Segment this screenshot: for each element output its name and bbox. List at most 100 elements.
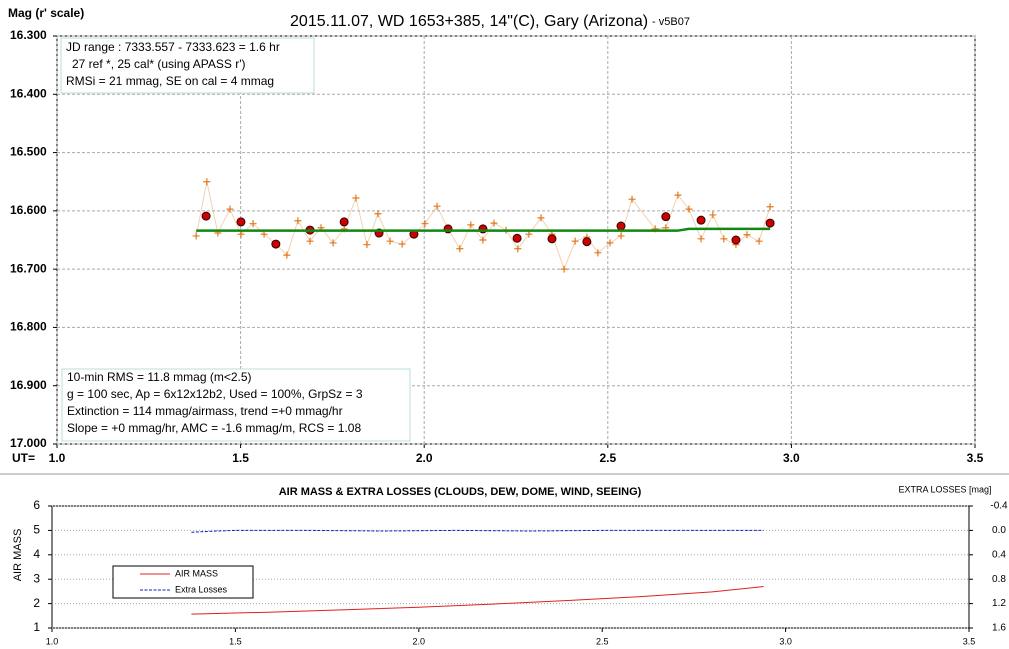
y2-tick-label: 1.2 [992,598,1006,609]
series-line [195,181,771,271]
x-tick-label: 1.0 [46,636,59,646]
plus-marker [203,178,211,186]
y-tick-label: 6 [33,498,40,512]
dot-marker [661,212,671,222]
x-tick-label: 3.5 [963,636,976,646]
plus-marker [283,251,291,259]
y-tick-label: 17.000 [10,436,47,450]
plus-marker [421,220,429,228]
title-main: 2015.11.07, WD 1653+385, 14"(C), Gary (A… [290,13,648,30]
y-tick-label: 16.900 [10,378,47,392]
plus-marker [674,191,682,199]
plus-marker [571,237,579,245]
plus-marker [594,249,602,257]
plus-marker [398,240,406,248]
dot-marker [512,233,522,243]
plus-marker [617,232,625,240]
plus-marker [755,237,763,245]
plus-marker [766,203,774,211]
plus-marker [433,202,441,210]
title-version: - v5B07 [652,16,690,28]
y-tick-label: 16.800 [10,320,47,334]
info-text: RMSi = 21 mmag, SE on cal = 4 mmag [66,74,274,88]
x-tick-label: 2.0 [413,636,426,646]
dot-marker [616,221,626,231]
info-text: 27 ref *, 25 cal* (using APASS r') [72,57,245,71]
plus-marker [467,221,475,229]
chart-title: AIR MASS & EXTRA LOSSES (CLOUDS, DEW, DO… [279,486,642,498]
x-tick-label: 2.5 [596,636,609,646]
x-tick-label: 1.0 [49,451,66,465]
y-tick-label: 2 [33,596,40,610]
plus-marker [456,245,464,253]
plus-marker [628,195,636,203]
y-tick-label: 16.300 [10,28,47,42]
dot-marker [582,237,592,247]
info-text: 10-min RMS = 11.8 mmag (m<2.5) [67,370,252,384]
y-tick-label: 4 [33,547,40,561]
plus-marker [537,214,545,222]
y2-tick-label: 0.0 [992,525,1006,536]
dot-marker [765,218,775,228]
plus-marker [352,194,360,202]
plus-marker [306,237,314,245]
y-tick-label: 16.600 [10,203,47,217]
y2-tick-label: 0.8 [992,574,1006,585]
x-tick-label: 3.5 [967,451,984,465]
dot-marker [696,215,706,225]
plus-marker [490,219,498,227]
y-tick-label: 16.400 [10,86,47,100]
chart-title: 2015.11.07, WD 1653+385, 14"(C), Gary (A… [290,13,690,30]
dot-marker [339,217,349,227]
dot-marker [731,235,741,245]
series-line [191,529,764,533]
y-axis-label: AIR MASS [12,529,24,582]
plus-marker [226,205,234,213]
y2-axis-label: EXTRA LOSSES [mag] [898,484,991,494]
y-tick-label: 1 [33,620,40,634]
x-tick-label: 1.5 [232,451,249,465]
x-tick-label: 1.5 [229,636,242,646]
plus-marker [697,235,705,243]
info-box [61,368,411,442]
dot-marker [271,239,281,249]
info-text: g = 100 sec, Ap = 6x12x12b2, Used = 100%… [67,387,363,401]
plus-marker [294,217,302,225]
x-tick-label: 3.0 [779,636,792,646]
plus-marker [192,232,200,240]
x-axis-label: UT= [12,451,35,465]
plus-marker [685,205,693,213]
plus-marker [479,236,487,244]
x-tick-label: 3.0 [783,451,800,465]
plus-marker [386,237,394,245]
plus-marker [709,211,717,219]
info-text: JD range : 7333.557 - 7333.623 = 1.6 hr [66,40,280,54]
dot-marker [236,217,246,227]
plus-marker [514,245,522,253]
y-axis-label: Mag (r' scale) [8,6,84,20]
x-tick-label: 2.5 [599,451,616,465]
legend-label: AIR MASS [175,568,218,578]
info-text: Extinction = 114 mmag/airmass, trend =+0… [67,404,343,418]
legend-box [112,565,254,599]
plus-marker [743,231,751,239]
x-tick-label: 2.0 [416,451,433,465]
info-text: Slope = +0 mmag/hr, AMC = -1.6 mmag/m, R… [67,421,361,435]
plus-marker [720,235,728,243]
plus-marker [363,241,371,249]
plus-marker [606,239,614,247]
dot-marker [547,234,557,244]
y-tick-label: 16.500 [10,145,47,159]
plus-marker [560,265,568,273]
y-tick-label: 16.700 [10,261,47,275]
plus-marker [374,210,382,218]
plus-marker [249,220,257,228]
y2-tick-label: -0.4 [990,501,1008,512]
y-tick-label: 3 [33,571,40,585]
plus-marker [329,239,337,247]
y-tick-label: 5 [33,523,40,537]
legend-label: Extra Losses [175,584,228,594]
series-line [196,227,771,232]
info-box [60,37,315,94]
